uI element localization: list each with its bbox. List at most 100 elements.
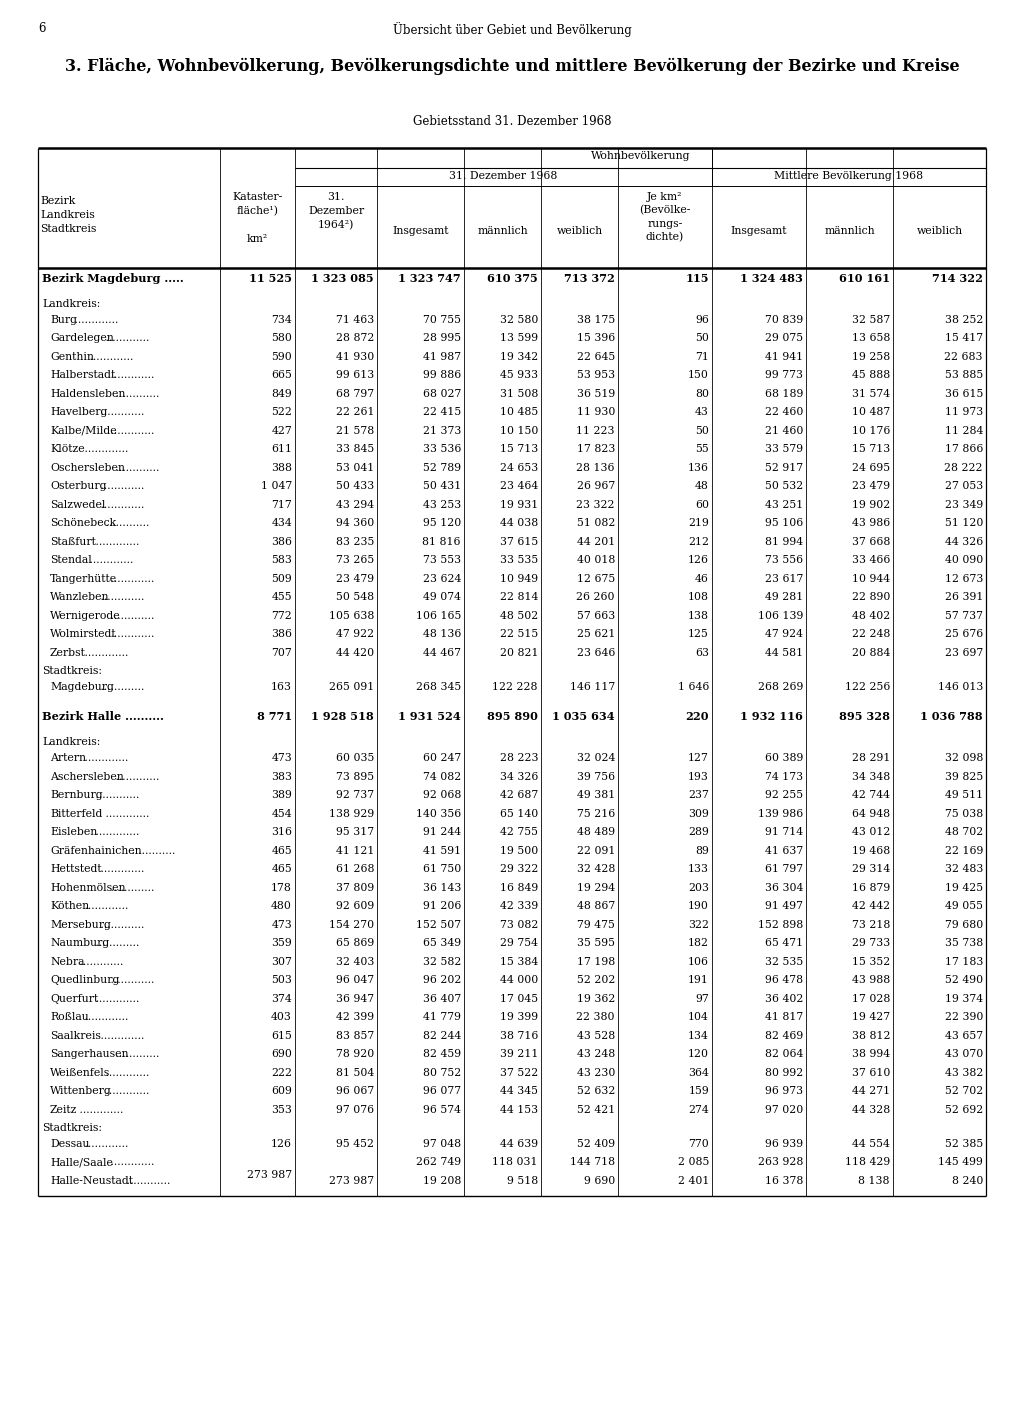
Text: 94 360: 94 360: [336, 518, 374, 528]
Text: 91 714: 91 714: [765, 827, 803, 837]
Text: .............: .............: [91, 790, 139, 800]
Text: 263 928: 263 928: [758, 1157, 803, 1167]
Text: 50 433: 50 433: [336, 481, 374, 491]
Text: 36 947: 36 947: [336, 994, 374, 1004]
Text: 42 399: 42 399: [336, 1012, 374, 1022]
Text: 386: 386: [271, 630, 292, 640]
Text: 6: 6: [38, 21, 45, 36]
Text: 22 645: 22 645: [577, 351, 615, 361]
Text: 13 658: 13 658: [852, 333, 890, 343]
Text: .............: .............: [81, 648, 129, 658]
Text: .............: .............: [81, 1138, 129, 1148]
Text: 97 048: 97 048: [423, 1138, 461, 1148]
Text: 17 045: 17 045: [500, 994, 538, 1004]
Text: 44 153: 44 153: [500, 1105, 538, 1115]
Text: 99 613: 99 613: [336, 370, 374, 380]
Text: 47 924: 47 924: [765, 630, 803, 640]
Text: 364: 364: [688, 1068, 709, 1078]
Text: 772: 772: [271, 611, 292, 621]
Text: 23 697: 23 697: [945, 648, 983, 658]
Text: 316: 316: [271, 827, 292, 837]
Text: 140 356: 140 356: [416, 808, 461, 818]
Text: 65 349: 65 349: [423, 938, 461, 948]
Text: 9 518: 9 518: [507, 1175, 538, 1185]
Text: .............: .............: [91, 537, 139, 547]
Text: Landkreis:: Landkreis:: [42, 737, 100, 747]
Text: 895 328: 895 328: [839, 711, 890, 723]
Text: 49 381: 49 381: [577, 790, 615, 800]
Text: 43 986: 43 986: [852, 518, 890, 528]
Text: .............: .............: [97, 407, 144, 417]
Text: 29 733: 29 733: [852, 938, 890, 948]
Text: 23 624: 23 624: [423, 574, 461, 584]
Text: 39 825: 39 825: [945, 771, 983, 781]
Text: 1 646: 1 646: [678, 681, 709, 691]
Text: 16 879: 16 879: [852, 883, 890, 892]
Text: 849: 849: [271, 388, 292, 398]
Text: 36 407: 36 407: [423, 994, 461, 1004]
Text: 274: 274: [688, 1105, 709, 1115]
Text: Hettstedt: Hettstedt: [50, 864, 101, 874]
Text: Eisleben: Eisleben: [50, 827, 97, 837]
Text: 23 617: 23 617: [765, 574, 803, 584]
Text: 25 621: 25 621: [577, 630, 615, 640]
Text: 22 515: 22 515: [500, 630, 538, 640]
Text: 43 528: 43 528: [577, 1031, 615, 1041]
Text: 73 265: 73 265: [336, 555, 374, 565]
Text: 19 362: 19 362: [577, 994, 615, 1004]
Text: 11 930: 11 930: [577, 407, 615, 417]
Text: 19 902: 19 902: [852, 500, 890, 510]
Text: 61 797: 61 797: [765, 864, 803, 874]
Text: 11 284: 11 284: [944, 426, 983, 436]
Text: Magdeburg: Magdeburg: [50, 681, 114, 691]
Text: 203: 203: [688, 883, 709, 892]
Text: 159: 159: [688, 1087, 709, 1097]
Text: .............: .............: [102, 333, 150, 343]
Text: 106 165: 106 165: [416, 611, 461, 621]
Text: 71 463: 71 463: [336, 314, 374, 324]
Text: 262 749: 262 749: [416, 1157, 461, 1167]
Text: Kataster-
fläche¹)

km²: Kataster- fläche¹) km²: [232, 191, 283, 244]
Text: 193: 193: [688, 771, 709, 781]
Text: 403: 403: [271, 1012, 292, 1022]
Text: Naumburg: Naumburg: [50, 938, 110, 948]
Text: 895 890: 895 890: [487, 711, 538, 723]
Text: 222: 222: [271, 1068, 292, 1078]
Text: 120: 120: [688, 1050, 709, 1060]
Text: 268 345: 268 345: [416, 681, 461, 691]
Text: 353: 353: [271, 1105, 292, 1115]
Text: 65 140: 65 140: [500, 808, 538, 818]
Text: Wittenberg: Wittenberg: [50, 1087, 112, 1097]
Text: 134: 134: [688, 1031, 709, 1041]
Text: 32 428: 32 428: [577, 864, 615, 874]
Text: 118 031: 118 031: [493, 1157, 538, 1167]
Text: 19 208: 19 208: [423, 1175, 461, 1185]
Text: 717: 717: [271, 500, 292, 510]
Text: 427: 427: [271, 426, 292, 436]
Text: 139 986: 139 986: [758, 808, 803, 818]
Text: 21 460: 21 460: [765, 426, 803, 436]
Text: 43 294: 43 294: [336, 500, 374, 510]
Text: 91 497: 91 497: [765, 901, 803, 911]
Text: 97 020: 97 020: [765, 1105, 803, 1115]
Text: 95 317: 95 317: [336, 827, 374, 837]
Text: 33 535: 33 535: [500, 555, 538, 565]
Bar: [221, 1155, 294, 1194]
Text: 43 382: 43 382: [944, 1068, 983, 1078]
Text: 126: 126: [688, 555, 709, 565]
Text: 434: 434: [271, 518, 292, 528]
Text: .............: .............: [123, 1175, 170, 1185]
Text: 53 885: 53 885: [945, 370, 983, 380]
Text: .............: .............: [97, 593, 144, 603]
Text: 51 082: 51 082: [577, 518, 615, 528]
Text: Stadtkreis:: Stadtkreis:: [42, 1122, 102, 1132]
Text: 19 294: 19 294: [577, 883, 615, 892]
Text: .............: .............: [113, 388, 160, 398]
Text: 44 639: 44 639: [500, 1138, 538, 1148]
Text: 39 756: 39 756: [577, 771, 615, 781]
Text: 96 047: 96 047: [336, 975, 374, 985]
Text: 42 339: 42 339: [500, 901, 538, 911]
Text: 1 323 085: 1 323 085: [311, 273, 374, 284]
Text: 60 247: 60 247: [423, 753, 461, 763]
Text: .............: .............: [108, 630, 155, 640]
